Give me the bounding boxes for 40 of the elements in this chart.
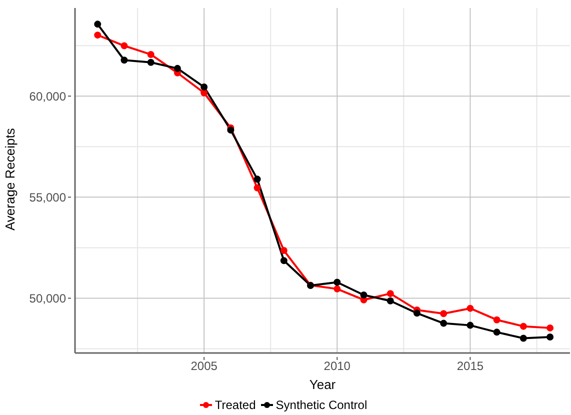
point <box>360 291 368 298</box>
point <box>386 297 394 304</box>
point <box>520 334 527 342</box>
point <box>147 58 154 66</box>
point <box>254 184 261 192</box>
point <box>120 42 128 50</box>
point <box>440 310 448 318</box>
point <box>334 285 341 292</box>
point <box>94 32 102 39</box>
x-axis-title: Year <box>309 377 336 392</box>
point <box>254 176 261 183</box>
x-tick-label: 2010 <box>324 359 351 373</box>
point <box>200 89 208 96</box>
point <box>334 278 341 286</box>
x-tick-label: 2015 <box>456 359 484 373</box>
y-tick-label: 55,000 <box>29 190 66 204</box>
point <box>94 20 102 28</box>
point <box>520 322 527 330</box>
y-tick-label: 50,000 <box>29 291 66 306</box>
point <box>386 290 394 298</box>
point <box>440 320 448 327</box>
point <box>493 328 500 336</box>
y-axis-title: Average Receipts <box>2 128 18 230</box>
point <box>546 324 554 332</box>
x-tick-label: 2005 <box>190 359 218 373</box>
point <box>493 316 500 324</box>
y-tick-label: 60,000 <box>29 89 66 104</box>
point <box>466 304 474 312</box>
point <box>466 322 474 329</box>
legend-label: Treated <box>214 398 256 412</box>
legend-label: Synthetic Control <box>276 398 368 412</box>
point <box>200 84 208 91</box>
point <box>280 247 288 254</box>
point <box>546 334 554 341</box>
point <box>413 310 420 317</box>
point <box>227 126 234 134</box>
point <box>147 50 154 58</box>
point <box>174 64 181 72</box>
point <box>280 257 288 264</box>
point <box>120 56 128 64</box>
